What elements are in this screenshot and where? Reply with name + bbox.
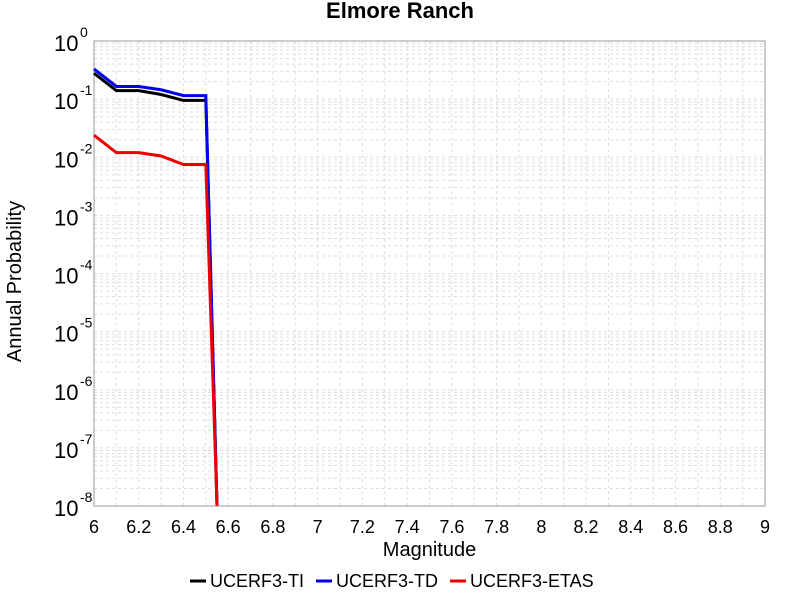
x-axis-label: Magnitude [383, 539, 476, 561]
chart-title: Elmore Ranch [326, 0, 474, 23]
x-tick-label: 6.6 [216, 517, 241, 537]
y-tick-exponent: -7 [80, 431, 93, 447]
x-tick-label: 6.2 [126, 517, 151, 537]
y-tick-base: 10 [54, 380, 78, 405]
y-tick-exponent: -5 [80, 315, 93, 331]
x-tick-label: 7.6 [439, 517, 464, 537]
x-tick-label: 9 [760, 517, 770, 537]
x-tick-label: 8.4 [618, 517, 643, 537]
series-line-1 [93, 67, 219, 507]
y-tick-exponent: -3 [80, 198, 93, 214]
y-tick-exponent: 0 [80, 24, 88, 40]
y-tick-base: 10 [54, 322, 78, 347]
series-line-2 [93, 133, 219, 507]
plot-area [93, 40, 766, 507]
x-tick-label: 8.6 [663, 517, 688, 537]
x-tick-label: 8 [536, 517, 546, 537]
y-tick-base: 10 [54, 147, 78, 172]
y-axis-label: Annual Probability [4, 201, 26, 362]
y-tick-exponent: -1 [80, 82, 93, 98]
series-line-0 [93, 71, 219, 507]
y-tick-exponent: -4 [80, 257, 93, 273]
y-tick-exponent: -6 [80, 373, 93, 389]
legend-label-0: UCERF3-TI [210, 571, 304, 591]
y-tick-base: 10 [54, 205, 78, 230]
y-tick-base: 10 [54, 264, 78, 289]
x-tick-label: 7.2 [350, 517, 375, 537]
series-layer [93, 67, 219, 507]
x-tick-label: 7.8 [484, 517, 509, 537]
x-tick-label: 7.4 [395, 517, 420, 537]
legend: UCERF3-TI UCERF3-TD UCERF3-ETAS [190, 571, 594, 591]
y-tick-base: 10 [54, 89, 78, 114]
x-tick-label: 8.2 [574, 517, 599, 537]
y-tick-base: 10 [54, 496, 78, 521]
x-tick-label: 6.8 [260, 517, 285, 537]
grid [93, 41, 766, 507]
x-tick-label: 6 [89, 517, 99, 537]
legend-label-1: UCERF3-TD [336, 571, 438, 591]
y-tick-exponent: -8 [80, 489, 93, 505]
x-tick-label: 8.8 [708, 517, 733, 537]
legend-label-2: UCERF3-ETAS [470, 571, 594, 591]
x-tick-label: 6.4 [171, 517, 196, 537]
y-tick-base: 10 [54, 31, 78, 56]
y-tick-exponent: -2 [80, 140, 93, 156]
x-tick-labels: 6 6.2 6.4 6.6 6.8 7 7.2 7.4 7.6 7.8 8 8.2 8.4 8.6 8.8 9 [89, 517, 770, 537]
y-tick-base: 10 [54, 438, 78, 463]
x-tick-label: 7 [313, 517, 323, 537]
